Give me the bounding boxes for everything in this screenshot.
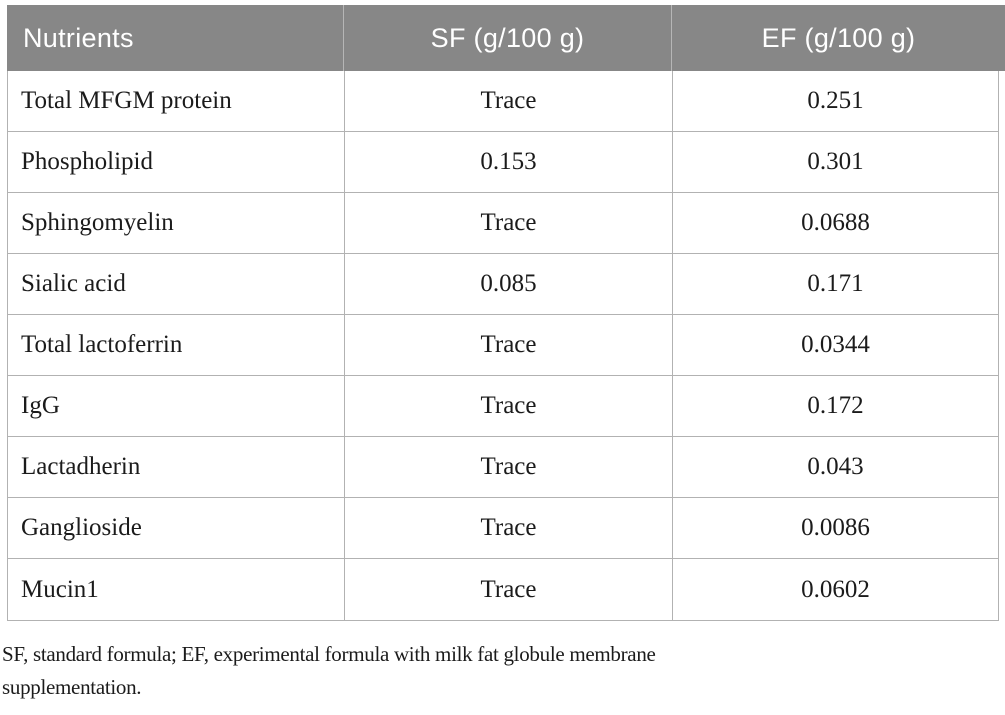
sf-value-cell: 0.153 [345, 132, 673, 192]
nutrient-name-cell: Sphingomyelin [8, 193, 345, 253]
nutrients-table: Nutrients SF (g/100 g) EF (g/100 g) Tota… [7, 5, 1005, 621]
sf-value-cell: Trace [345, 193, 673, 253]
nutrient-name-cell: Total MFGM protein [8, 71, 345, 131]
sf-value-cell: Trace [345, 559, 673, 620]
column-header-sf: SF (g/100 g) [344, 5, 672, 71]
sf-value-cell: Trace [345, 315, 673, 375]
ef-value-cell: 0.171 [807, 270, 864, 297]
column-header-ef: EF (g/100 g) [761, 22, 916, 53]
table-footnote: SF, standard formula; EF, experimental f… [2, 638, 656, 704]
sf-value-cell: Trace [345, 498, 673, 558]
table-row: Lactadherin Trace 0.043 [8, 437, 998, 498]
sf-value-cell: Trace [345, 376, 673, 436]
table-row: IgG Trace 0.172 [8, 376, 998, 437]
nutrient-name-cell: Total lactoferrin [8, 315, 345, 375]
ef-value-cell: 0.043 [807, 453, 864, 480]
table-body: Total MFGM protein Trace 0.251 Phospholi… [7, 71, 999, 621]
nutrient-name-cell: Mucin1 [8, 559, 345, 620]
nutrient-name-cell: Phospholipid [8, 132, 345, 192]
ef-value-cell: 0.172 [807, 392, 864, 419]
footnote-line: supplementation. [2, 675, 142, 699]
ef-value-cell: 0.251 [807, 87, 864, 114]
nutrient-name-cell: Ganglioside [8, 498, 345, 558]
ef-value-cell: 0.0688 [801, 209, 870, 236]
sf-value-cell: 0.085 [345, 254, 673, 314]
ef-value-cell: 0.0344 [801, 331, 870, 358]
nutrient-name-cell: IgG [8, 376, 345, 436]
ef-value-cell: 0.301 [807, 148, 864, 175]
column-header-nutrients: Nutrients [7, 5, 344, 71]
table-row: Sialic acid 0.085 0.171 [8, 254, 998, 315]
table-header-row: Nutrients SF (g/100 g) EF (g/100 g) [7, 5, 1005, 71]
table-row: Total lactoferrin Trace 0.0344 [8, 315, 998, 376]
table-row: Total MFGM protein Trace 0.251 [8, 71, 998, 132]
sf-value-cell: Trace [345, 71, 673, 131]
table-row: Sphingomyelin Trace 0.0688 [8, 193, 998, 254]
ef-value-cell: 0.0086 [801, 514, 870, 541]
table-row: Mucin1 Trace 0.0602 [8, 559, 998, 620]
table-row: Phospholipid 0.153 0.301 [8, 132, 998, 193]
table-row: Ganglioside Trace 0.0086 [8, 498, 998, 559]
sf-value-cell: Trace [345, 437, 673, 497]
nutrient-name-cell: Lactadherin [8, 437, 345, 497]
footnote-line: SF, standard formula; EF, experimental f… [2, 642, 656, 666]
ef-value-cell: 0.0602 [801, 575, 870, 603]
nutrient-name-cell: Sialic acid [8, 254, 345, 314]
